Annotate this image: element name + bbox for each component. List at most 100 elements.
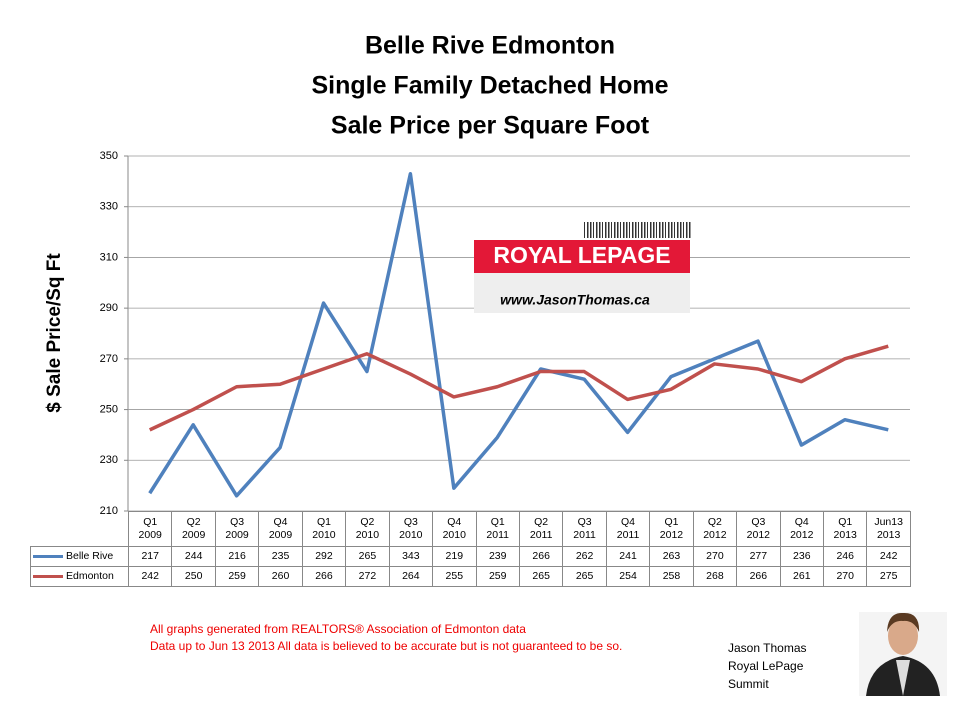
data-label: 242 <box>866 546 911 567</box>
bar-stripe <box>680 222 682 238</box>
logo: ROYAL LEPAGE www.JasonThomas.ca <box>474 222 691 313</box>
table-row: Belle Rive 217 244 216 235 292 265 343 219 239 266… <box>30 546 911 567</box>
legend-entry: Edmonton <box>30 566 129 587</box>
legend-label: Edmonton <box>66 570 114 582</box>
y-tick-label: 270 <box>100 353 118 365</box>
data-label: 343 <box>388 546 434 567</box>
signature: Royal LePage <box>728 659 804 673</box>
logo-url: www.JasonThomas.ca <box>500 292 650 308</box>
bar-stripe <box>677 222 679 238</box>
data-label: 292 <box>301 546 347 567</box>
data-label: 264 <box>388 566 434 587</box>
signature: Summit <box>728 677 769 691</box>
bar-stripe <box>608 222 610 238</box>
x-tick-label: Q4 2012 <box>779 511 825 547</box>
x-tick-label: Q3 2010 <box>388 511 434 547</box>
x-tick-label: Q3 2011 <box>562 511 607 547</box>
x-tick-label: Jun13 2013 <box>866 511 911 547</box>
y-tick-label: 310 <box>100 251 118 263</box>
bar-stripe <box>587 222 589 238</box>
bar-stripe <box>689 222 691 238</box>
data-label: 266 <box>518 546 564 567</box>
data-label: 259 <box>475 566 520 587</box>
photo-hair <box>887 612 920 632</box>
photo-shirt <box>896 660 910 696</box>
bar-stripe <box>620 222 621 238</box>
x-tick-label: Q3 2012 <box>736 511 781 547</box>
bar-stripe <box>641 222 643 238</box>
data-label: 255 <box>432 566 477 587</box>
bar-stripe <box>626 222 628 238</box>
data-label: 219 <box>432 546 477 567</box>
bar-stripe <box>647 222 648 238</box>
data-label: 266 <box>301 566 347 587</box>
bar-stripe <box>671 222 673 238</box>
bar-stripe <box>599 222 601 238</box>
table-row: Edmonton 242 250 259 260 266 272 264 255 259 265 26… <box>30 566 911 587</box>
x-tick-label: Q4 2011 <box>605 511 651 547</box>
note: All graphs generated from REALTORS® Asso… <box>150 622 526 636</box>
data-label: 246 <box>822 546 868 567</box>
y-tick-label: 250 <box>100 403 118 415</box>
data-label: 268 <box>692 566 738 587</box>
y-tick-label: 230 <box>100 454 118 466</box>
title-line: Belle Rive Edmonton <box>365 32 615 60</box>
legend-swatch <box>33 554 63 558</box>
photo <box>859 612 947 696</box>
data-label: 260 <box>258 566 303 587</box>
bar-stripe <box>584 222 585 238</box>
table-header-row: Q1 2009 Q2 2009 Q3 2009 Q4 2009 Q1 2010 Q2 20… <box>30 511 911 547</box>
x-tick-label: Q3 2009 <box>214 511 260 547</box>
logo-name: ROYAL LEPAGE <box>493 242 670 268</box>
bar-stripe <box>686 222 688 238</box>
y-axis-label: $ Sale Price/Sq Ft <box>44 253 65 413</box>
data-label: 261 <box>779 566 825 587</box>
bar-stripe <box>644 222 646 238</box>
data-label: 275 <box>866 566 911 587</box>
table-corner <box>30 511 129 547</box>
legend-swatch <box>33 574 63 578</box>
bar-stripe <box>602 222 603 238</box>
legend-entry: Belle Rive <box>30 546 129 567</box>
bar-stripe <box>596 222 598 238</box>
photo-face <box>888 617 918 655</box>
bar-stripe <box>638 222 639 238</box>
bar-stripe <box>668 222 670 238</box>
data-label: 258 <box>649 566 694 587</box>
bar-stripe <box>593 222 594 238</box>
series-line <box>148 172 889 498</box>
x-tick-label: Q1 2009 <box>127 511 173 547</box>
bar-stripe <box>683 222 684 238</box>
y-tick-label: 350 <box>100 150 118 162</box>
bar-stripe <box>659 222 661 238</box>
title-line: Single Family Detached Home <box>311 72 668 100</box>
title-line: Sale Price per Square Foot <box>331 112 650 140</box>
barcode <box>584 222 691 238</box>
data-label: 263 <box>649 546 694 567</box>
data-label: 235 <box>258 546 303 567</box>
x-tick-label: Q2 2009 <box>171 511 216 547</box>
data-label: 236 <box>779 546 825 567</box>
x-tick-label: Q2 2011 <box>518 511 564 547</box>
data-label: 272 <box>345 566 390 587</box>
data-label: 262 <box>562 546 607 567</box>
x-tick-label: Q4 2010 <box>432 511 477 547</box>
bar-stripe <box>635 222 637 238</box>
data-label: 270 <box>692 546 738 567</box>
bar-stripe <box>662 222 664 238</box>
bar-stripe <box>632 222 634 238</box>
bar-stripe <box>665 222 666 238</box>
data-label: 265 <box>562 566 607 587</box>
y-tick-label: 290 <box>100 302 118 314</box>
logo-box <box>474 273 690 313</box>
bar-stripe <box>650 222 652 238</box>
bar-stripe <box>590 222 592 238</box>
bar-stripe <box>614 222 616 238</box>
bar-stripe <box>617 222 619 238</box>
data-label: 270 <box>822 566 868 587</box>
series-line <box>148 344 889 432</box>
data-label: 265 <box>518 566 564 587</box>
bar-stripe <box>653 222 655 238</box>
y-tick-label: 330 <box>100 201 118 213</box>
